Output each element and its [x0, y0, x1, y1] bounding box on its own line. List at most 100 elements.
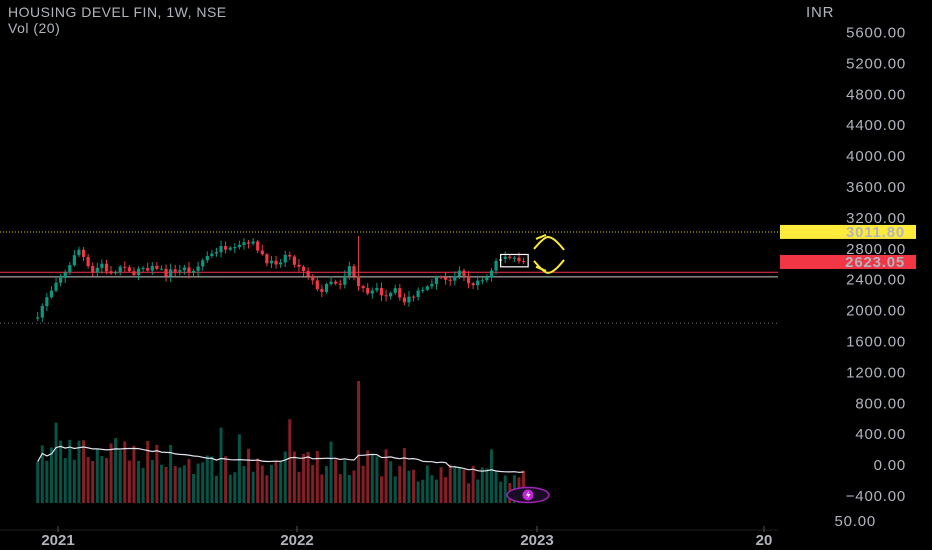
candle-body: [453, 276, 457, 281]
price-tick-label: 2400.00: [846, 272, 906, 289]
candle-body: [169, 269, 173, 277]
lightning-bolt-icon: [526, 491, 531, 499]
volume-bar: [265, 475, 269, 503]
volume-bar: [343, 460, 347, 503]
volume-bar: [416, 481, 420, 503]
candle-body: [173, 269, 177, 272]
candle-body: [118, 266, 122, 273]
price-tick-label: −400.00: [846, 488, 906, 505]
candlestick-series: [36, 235, 526, 323]
volume-axis-tick: 50.00: [834, 513, 876, 530]
volume-bar: [485, 468, 489, 503]
candle-body: [425, 286, 429, 290]
volume-bar: [114, 438, 118, 503]
candle-body: [361, 286, 365, 288]
volume-bar: [457, 468, 461, 503]
candle-body: [45, 297, 49, 307]
volume-bar: [338, 474, 342, 503]
symbol-title[interactable]: HOUSING DEVEL FIN, 1W, NSE: [8, 4, 227, 20]
volume-bar: [219, 427, 223, 503]
price-tick-label: 2000.00: [846, 303, 906, 320]
candle-body: [95, 267, 99, 273]
candle-body: [434, 276, 439, 284]
volume-bar: [407, 470, 411, 503]
candle-body: [485, 277, 489, 281]
candle-body: [457, 270, 461, 277]
candle-body: [63, 272, 67, 278]
candle-body: [402, 297, 406, 303]
volume-bar: [214, 475, 218, 503]
candle-body: [311, 276, 315, 281]
candle-body: [191, 270, 196, 273]
volume-bar: [91, 461, 95, 503]
candle-body: [279, 262, 283, 265]
candle-body: [347, 266, 351, 276]
volume-bar: [146, 440, 150, 503]
time-axis[interactable]: 2021 2022 2023 20: [0, 526, 778, 549]
price-label-background: [780, 224, 916, 239]
volume-bar: [384, 449, 388, 503]
volume-bar: [251, 471, 255, 503]
resistance-price-label: 3011.80: [780, 224, 916, 241]
candle-body: [77, 249, 81, 256]
volume-bar: [398, 466, 402, 503]
volume-bar: [233, 472, 237, 503]
volume-bar: [155, 444, 159, 503]
volume-bar: [237, 434, 241, 503]
candle-body: [508, 256, 512, 258]
price-tick-label: 0.00: [874, 457, 906, 474]
volume-indicator-label[interactable]: Vol (20): [8, 20, 61, 36]
candle-body: [205, 255, 209, 261]
volume-bar: [132, 445, 136, 503]
volume-bar: [471, 465, 475, 503]
volume-bar: [499, 481, 503, 503]
volume-bar: [375, 456, 379, 503]
candle-body: [384, 295, 388, 297]
volume-bar: [476, 479, 480, 503]
candle-body: [269, 260, 274, 264]
volume-bar: [462, 469, 466, 503]
volume-bar: [412, 469, 416, 503]
volume-bar: [54, 422, 58, 503]
candle-body: [104, 263, 109, 272]
candle-body: [352, 266, 356, 277]
candle-body: [329, 281, 333, 284]
candle-body: [100, 263, 104, 268]
candle-body: [265, 254, 269, 264]
volume-bar: [45, 460, 49, 503]
candle-body: [59, 277, 63, 283]
volume-bar: [389, 461, 393, 503]
volume-bar: [434, 479, 438, 503]
volume-bar: [159, 464, 163, 503]
volume-bar: [169, 445, 173, 503]
candle-body: [466, 275, 471, 284]
volume-bar: [205, 455, 209, 503]
candle-body: [127, 267, 131, 272]
price-tick-label: 1600.00: [846, 334, 906, 351]
candle-body: [480, 280, 484, 282]
candle-body: [398, 288, 402, 298]
volume-bar: [178, 467, 182, 503]
price-tick-label: 4000.00: [846, 148, 906, 165]
candle-body: [306, 270, 310, 277]
candle-body: [246, 242, 251, 244]
candle-body: [421, 289, 425, 291]
volume-bar: [242, 466, 246, 503]
volume-bar: [489, 449, 493, 503]
candle-body: [219, 246, 223, 253]
candle-body: [517, 257, 521, 262]
candle-body: [521, 261, 526, 263]
candle-body: [201, 260, 205, 267]
price-tick-label: 400.00: [855, 426, 906, 443]
time-tick-label: 20: [756, 532, 773, 549]
candle-body: [494, 260, 498, 271]
candle-body: [159, 268, 164, 270]
price-axis[interactable]: INR 5600.00 5200.00 4800.00 4400.00 4000.00 36…: [780, 4, 916, 530]
volume-bar: [503, 475, 507, 503]
volume-bar: [164, 466, 168, 503]
down-arrow-head: [535, 265, 547, 272]
candle-body: [132, 271, 136, 275]
volume-bar: [444, 477, 448, 503]
candle-body: [182, 267, 186, 271]
